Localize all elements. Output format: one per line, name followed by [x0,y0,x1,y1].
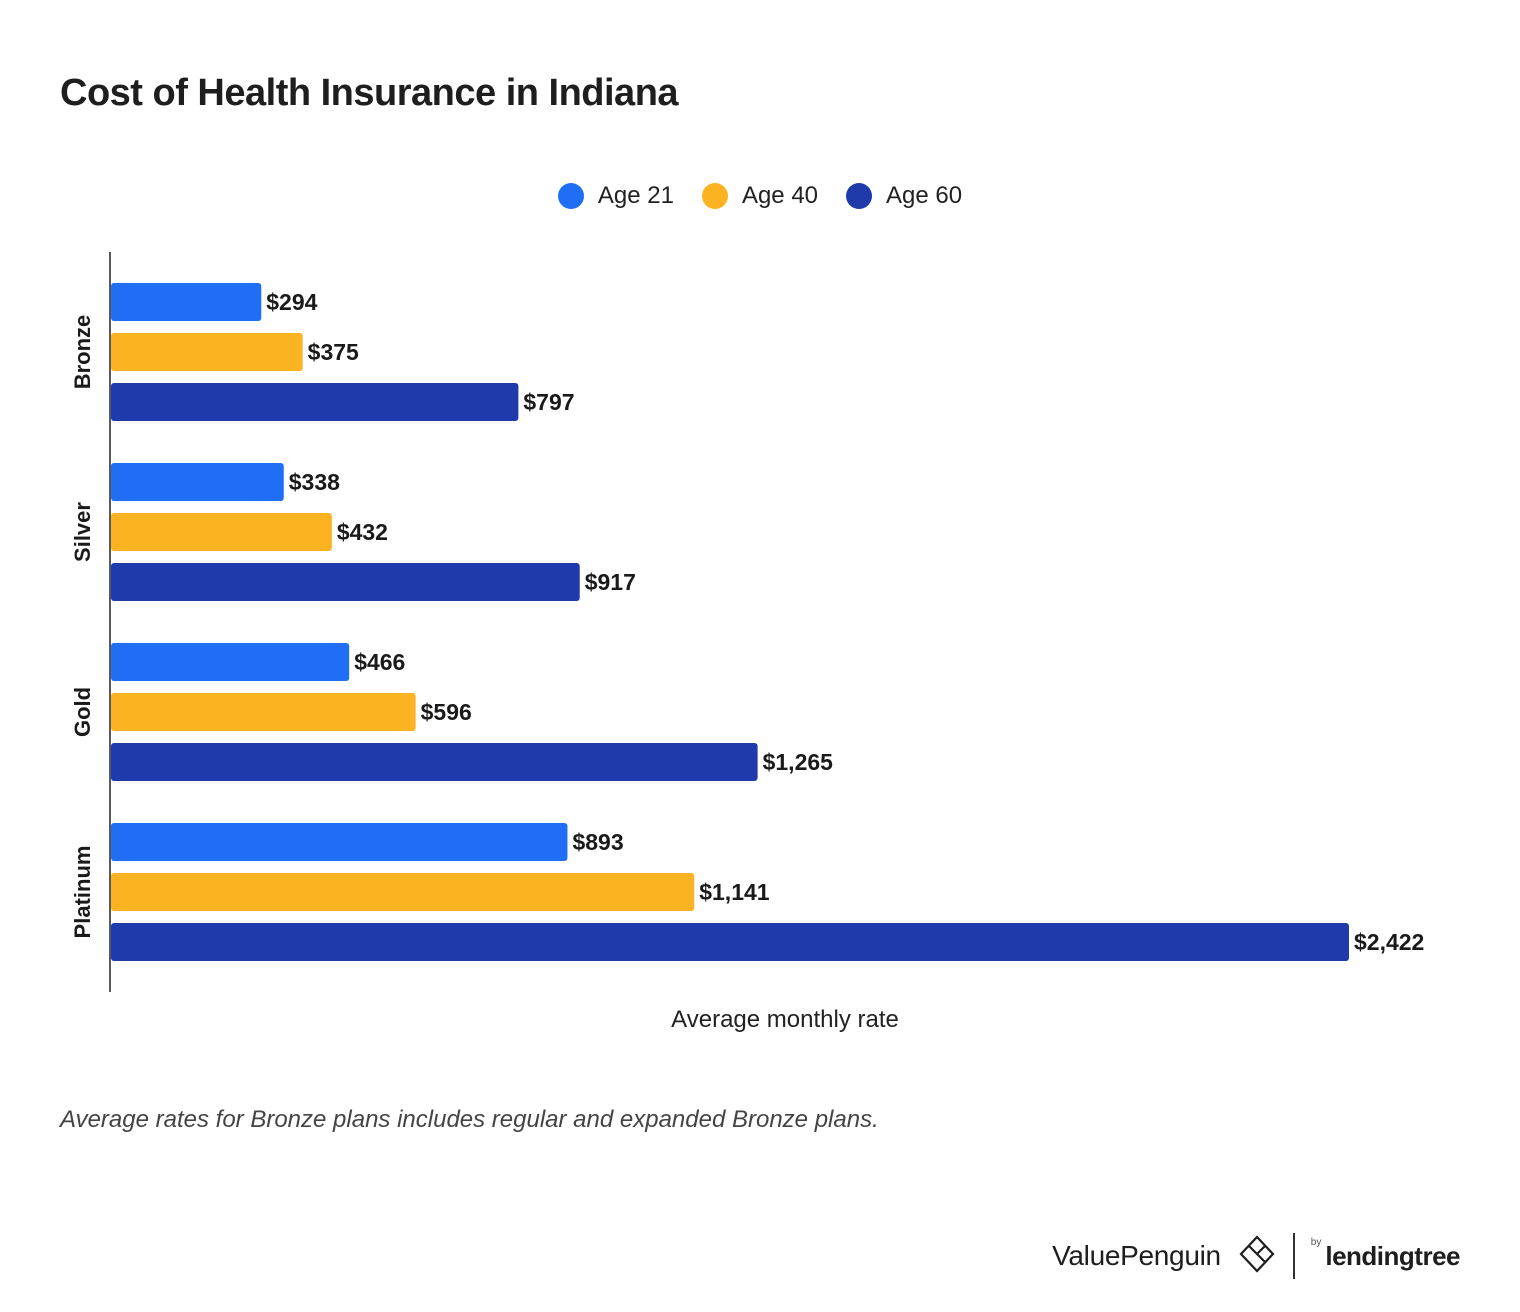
data-label-gold-age-40: $596 [421,699,472,725]
x-axis-label: Average monthly rate [671,1006,899,1033]
data-label-bronze-age-21: $294 [266,289,317,315]
legend-item-age-40: Age 40 [701,182,819,210]
data-label-platinum-age-40: $1,141 [699,879,770,905]
bar-silver-age-40 [111,513,332,551]
by-label: by [1310,1236,1322,1248]
data-label-gold-age-60: $1,265 [763,749,834,775]
data-label-silver-age-40: $432 [337,519,388,545]
bar-gold-age-60 [111,743,758,781]
category-label-bronze: Bronze [70,315,95,390]
data-label-silver-age-60: $917 [585,569,636,595]
legend-swatch-age-60 [846,183,873,209]
data-label-bronze-age-60: $797 [523,389,574,415]
bar-gold-age-21 [111,643,350,681]
category-label-gold: Gold [70,687,95,737]
footer-branding: ValuePenguin by lendingtree [1052,1230,1460,1282]
valuepenguin-logo-icon [1237,1234,1277,1279]
bar-platinum-age-60 [111,923,1349,961]
data-label-bronze-age-40: $375 [308,339,359,365]
bar-silver-age-21 [111,463,284,501]
legend-label-age-40: Age 40 [741,182,819,209]
bar-bronze-age-40 [111,333,303,371]
legend-label-age-60: Age 60 [886,182,963,209]
bar-bronze-age-21 [111,283,262,321]
bar-silver-age-60 [111,563,580,601]
valuepenguin-logo-text: ValuePenguin [1052,1240,1221,1271]
data-label-platinum-age-21: $893 [572,829,623,855]
data-label-gold-age-21: $466 [354,649,405,675]
footnote: Average rates for Bronze plans includes … [60,1106,879,1133]
chart-title: Cost of Health Insurance in Indiana [60,72,679,114]
data-label-silver-age-21: $338 [289,469,340,495]
legend-swatch-age-21 [557,183,584,209]
bar-gold-age-40 [111,693,416,731]
lendingtree-logo-text: lendingtree [1325,1240,1460,1271]
category-label-platinum: Platinum [70,846,95,939]
footer-divider [1292,1233,1295,1279]
legend-item-age-21: Age 21 [557,182,674,210]
category-label-silver: Silver [70,502,95,562]
legend-swatch-age-40 [701,183,728,209]
bar-platinum-age-21 [111,823,568,861]
data-label-platinum-age-60: $2,422 [1354,929,1424,955]
legend-label-age-21: Age 21 [597,182,674,209]
bar-bronze-age-60 [111,383,519,421]
legend: Age 21 Age 40 Age 60 [0,176,1520,216]
legend-item-age-60: Age 60 [846,182,962,210]
bar-chart: Bronze $294 $375 $797 Silver $338 $432 $917 Gold… [70,252,1424,1033]
bar-platinum-age-40 [111,873,695,911]
